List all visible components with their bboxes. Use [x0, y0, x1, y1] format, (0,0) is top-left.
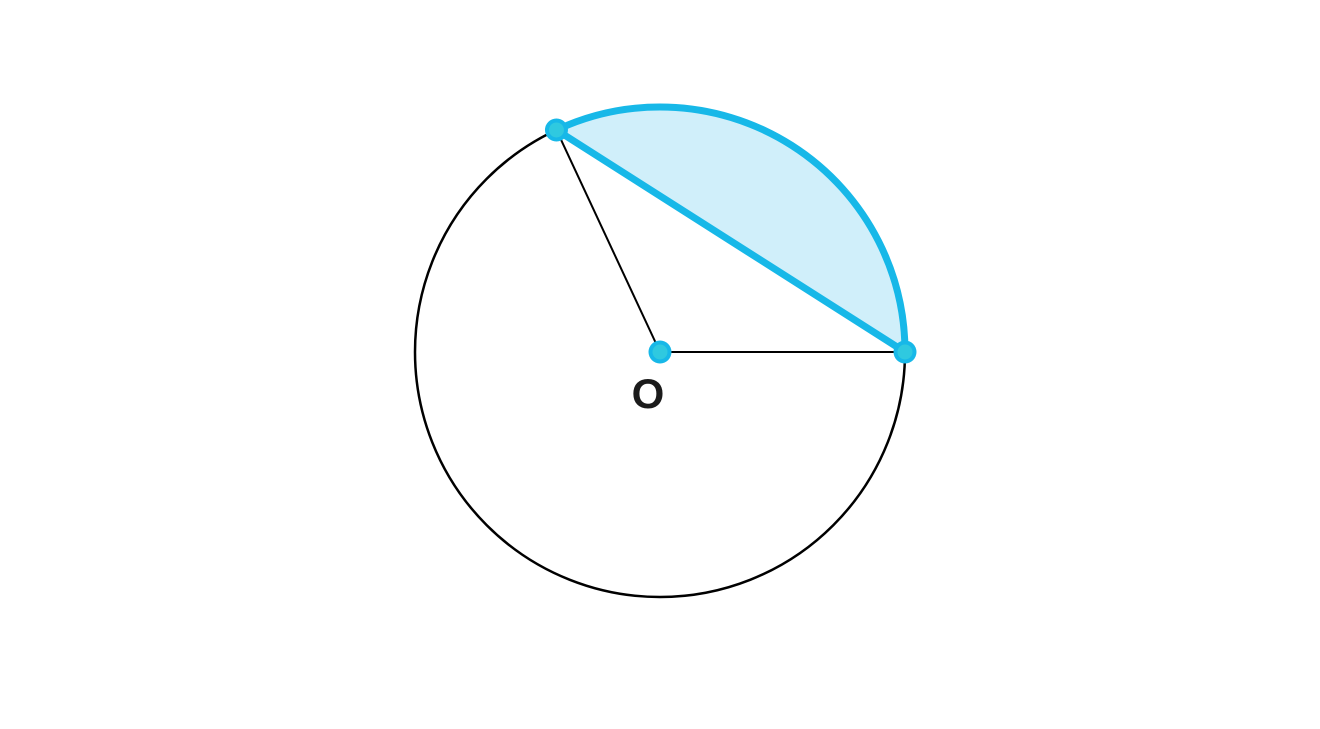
- circle-segment-diagram: [0, 0, 1320, 729]
- diagram-canvas: O: [0, 0, 1320, 729]
- point-center-inner: [653, 345, 668, 360]
- point-upperleft-inner: [549, 122, 564, 137]
- point-right-inner: [898, 345, 913, 360]
- center-label: O: [632, 370, 665, 418]
